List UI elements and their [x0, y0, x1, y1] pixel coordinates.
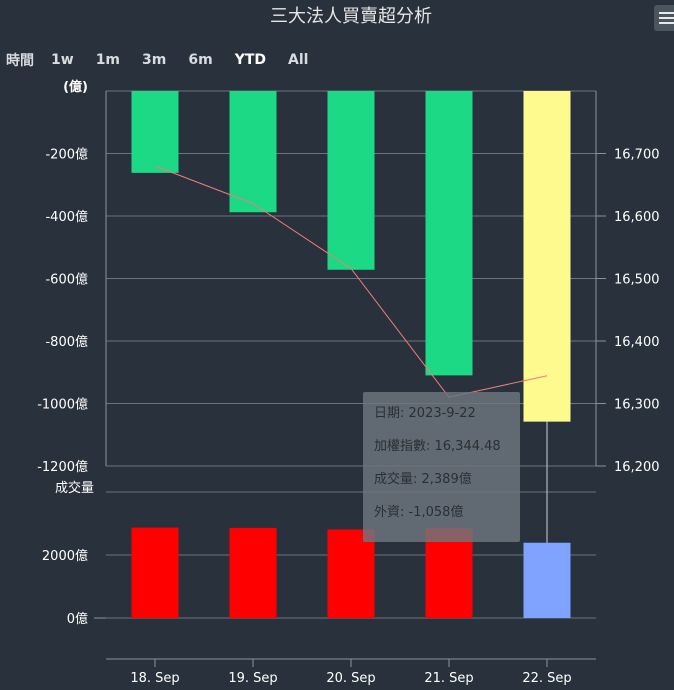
- tooltip-volume: 成交量: 2,389億: [374, 472, 472, 487]
- x-tick-label: 21. Sep: [424, 671, 473, 686]
- y2-tick-label: 16,500: [614, 273, 660, 288]
- range-selector-label: 時間: [6, 53, 34, 69]
- volume-bar: [425, 528, 473, 618]
- x-tick-label: 22. Sep: [522, 671, 571, 686]
- x-tick-label: 19. Sep: [228, 671, 277, 686]
- tooltip-index: 加權指數: 16,344.48: [374, 439, 501, 454]
- tooltip: 日期: 2023-9-22 加權指數: 16,344.48 成交量: 2,389…: [363, 392, 520, 542]
- range-button-3m[interactable]: 3m: [142, 52, 167, 68]
- y2-tick-label: 16,600: [614, 210, 660, 225]
- volume-bar: [523, 542, 571, 618]
- foreign-bar: [425, 91, 473, 376]
- volume-axis-title: 成交量: [55, 480, 94, 496]
- range-button-6m[interactable]: 6m: [188, 52, 213, 68]
- x-tick-label: 18. Sep: [130, 671, 179, 686]
- y-axis-title: (億): [63, 79, 88, 95]
- volume-bar: [229, 527, 277, 618]
- y-tick-label: -1200億: [37, 459, 88, 475]
- volume-bar: [327, 529, 375, 618]
- range-selector: 時間 1w 1m 3m 6m YTD All: [6, 51, 319, 69]
- range-button-1w[interactable]: 1w: [51, 52, 74, 68]
- y-tick-label: -400億: [45, 209, 88, 225]
- volume-tick-label: 0億: [67, 611, 88, 627]
- y2-tick-label: 16,700: [614, 148, 660, 163]
- chart-title: 三大法人買賣超分析: [270, 6, 432, 27]
- index-line: [154, 165, 548, 398]
- y-tick-label: -600億: [45, 272, 88, 288]
- menu-icon[interactable]: [654, 5, 674, 31]
- x-tick-label: 20. Sep: [326, 671, 375, 686]
- y-tick-label: -1000億: [37, 397, 88, 413]
- y2-tick-label: 16,200: [614, 460, 660, 475]
- foreign-bar: [229, 91, 277, 213]
- foreign-bar: [523, 91, 571, 422]
- range-button-1m[interactable]: 1m: [95, 52, 121, 68]
- y2-tick-label: 16,300: [614, 398, 660, 413]
- y-tick-label: -800億: [45, 334, 88, 350]
- foreign-bar: [131, 91, 179, 173]
- y2-tick-label: 16,400: [614, 335, 660, 350]
- y-tick-label: -200億: [45, 147, 88, 163]
- tooltip-foreign: 外資: -1,058億: [374, 505, 464, 520]
- range-button-ytd[interactable]: YTD: [234, 52, 267, 68]
- volume-tick-label: 2000億: [42, 548, 88, 564]
- range-button-all[interactable]: All: [288, 52, 309, 68]
- volume-bar: [131, 527, 179, 618]
- tooltip-date: 日期: 2023-9-22: [374, 406, 476, 421]
- foreign-bar: [327, 91, 375, 270]
